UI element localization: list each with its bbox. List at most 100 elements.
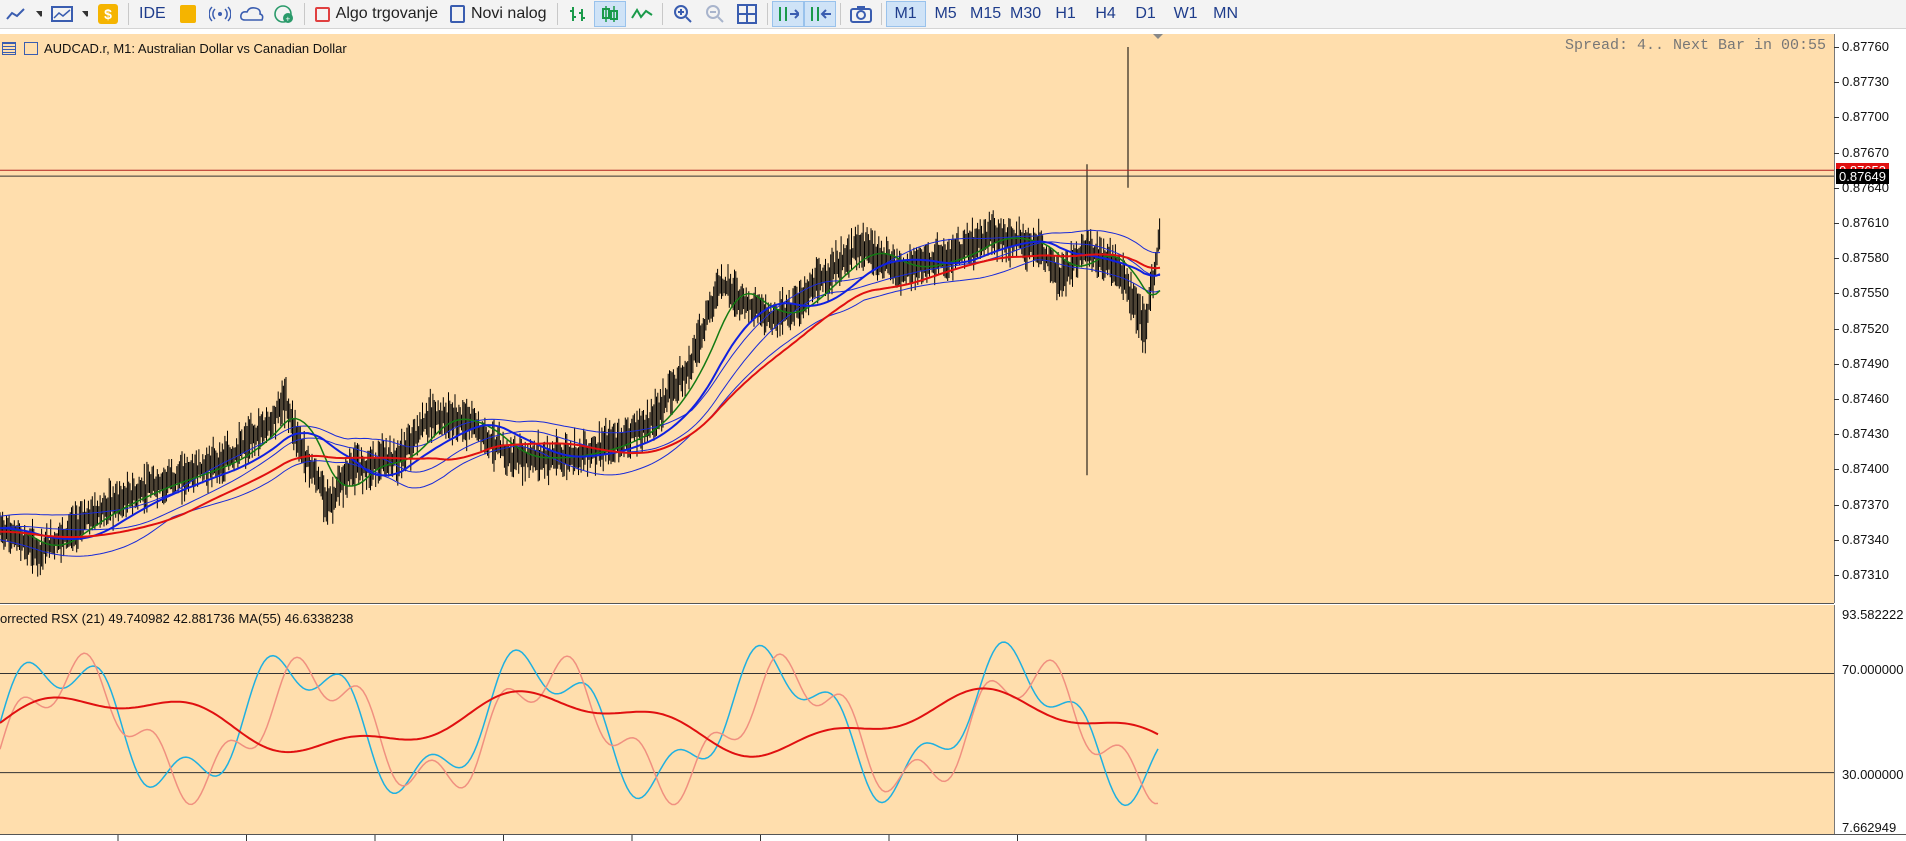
line-type-icon[interactable] bbox=[626, 1, 658, 27]
vps-icon[interactable]: + bbox=[268, 1, 300, 27]
toolbar-divider bbox=[303, 3, 305, 25]
rsx-ma-red-line bbox=[0, 687, 1159, 758]
price-label: 0.87430 bbox=[1842, 426, 1889, 442]
algo-trading-button[interactable]: Algo trgovanje bbox=[309, 1, 444, 27]
price-tick bbox=[1834, 469, 1839, 471]
toolbar-divider bbox=[556, 3, 558, 25]
price-tick bbox=[1834, 399, 1839, 400]
oscillator-level-label: 7.662949 bbox=[1842, 820, 1897, 835]
price-label: 0.87400 bbox=[1842, 461, 1889, 477]
rsx-cyan-line bbox=[0, 641, 1159, 807]
price-label: 0.87730 bbox=[1842, 74, 1889, 90]
price-label: 0.87610 bbox=[1842, 215, 1889, 230]
price-tick bbox=[1834, 363, 1839, 365]
timeframe-h1-button[interactable]: H1 bbox=[1055, 5, 1076, 22]
toolbar-divider bbox=[839, 3, 841, 25]
price-tick bbox=[1834, 504, 1839, 506]
chart-symbol-info: AUDCAD.r, M1: Australian Dollar vs Canad… bbox=[0, 40, 347, 56]
timeframe-m5-button[interactable]: M5 bbox=[934, 5, 957, 22]
bollinger-lower-band bbox=[0, 259, 1161, 557]
chart-props-icon[interactable] bbox=[24, 41, 38, 55]
rsx-salmon-line bbox=[0, 652, 1159, 806]
price-candles bbox=[0, 47, 1161, 577]
dollar-icon[interactable]: $ bbox=[92, 1, 124, 27]
price-label: 0.87520 bbox=[1842, 320, 1889, 336]
price-label: 0.87580 bbox=[1842, 250, 1889, 266]
price-tick bbox=[1834, 152, 1839, 154]
signal-icon[interactable] bbox=[204, 1, 236, 27]
dropdown-icon[interactable] bbox=[32, 1, 46, 27]
toolbar-divider bbox=[766, 3, 768, 25]
rsx-oscillator-panel[interactable] bbox=[0, 605, 1834, 834]
spread-timer-text: Spread: 4.. Next Bar in 00:55 bbox=[1564, 37, 1826, 54]
timeframe-m1-button[interactable]: M1 bbox=[885, 1, 926, 27]
price-label: 0.87460 bbox=[1842, 391, 1889, 406]
timeframe-mn-button[interactable]: MN bbox=[1213, 5, 1239, 22]
price-chart-canvas bbox=[0, 34, 1834, 577]
chart-list-icon[interactable] bbox=[2, 41, 16, 55]
ide-icon: IDE bbox=[139, 5, 166, 22]
price-tick bbox=[1834, 47, 1839, 48]
price-tick bbox=[1834, 223, 1839, 224]
price-tick bbox=[1834, 539, 1839, 541]
price-label: 0.87370 bbox=[1842, 496, 1889, 512]
price-label: 0.87310 bbox=[1842, 567, 1889, 582]
new-order-button[interactable]: Novi nalog bbox=[444, 1, 553, 27]
price-tick bbox=[1834, 434, 1839, 436]
bar-chart-icon[interactable] bbox=[562, 1, 594, 27]
timeframe-m15-button[interactable]: M15 bbox=[970, 5, 1002, 22]
price-tick bbox=[1834, 575, 1839, 576]
oscillator-level-label: 30.000000 bbox=[1842, 767, 1904, 782]
zoom-out-icon[interactable] bbox=[699, 1, 731, 27]
stop-icon bbox=[314, 6, 330, 22]
price-label: 0.87760 bbox=[1842, 39, 1889, 54]
chart-shift-icon[interactable] bbox=[803, 1, 836, 27]
oscillator-title: orrected RSX (21) 49.740982 42.881736 MA… bbox=[0, 611, 354, 626]
oscillator-level-label: 93.582222 bbox=[1842, 607, 1904, 622]
main-toolbar: $ IDE + Algo trgovanje Novi nalog M1 M5 M1… bbox=[0, 0, 1906, 29]
shopping-bag-icon[interactable] bbox=[172, 1, 204, 27]
new-order-label: Novi nalog bbox=[470, 5, 547, 22]
price-tick bbox=[1834, 293, 1839, 295]
cloud-icon[interactable] bbox=[236, 1, 268, 27]
price-tick bbox=[1834, 82, 1839, 84]
timeframe-w1-button[interactable]: W1 bbox=[1173, 5, 1198, 22]
ma-red-line bbox=[0, 253, 1161, 539]
svg-text:+: + bbox=[285, 15, 290, 24]
price-axis bbox=[1834, 34, 1906, 603]
timeframe-d1-button[interactable]: D1 bbox=[1135, 5, 1156, 22]
toolbar-divider bbox=[128, 3, 129, 25]
timeframe-m30-button[interactable]: M30 bbox=[1010, 5, 1042, 22]
rsx-oscillator-canvas bbox=[0, 641, 1834, 807]
price-label: 0.87670 bbox=[1842, 144, 1889, 160]
shift-marker-icon[interactable] bbox=[1153, 34, 1163, 39]
price-tick bbox=[1834, 187, 1839, 189]
candle-chart-icon[interactable] bbox=[593, 1, 626, 27]
oscillator-axis bbox=[1834, 605, 1906, 834]
toolbar-divider bbox=[880, 3, 882, 25]
ma-green-line bbox=[0, 237, 1161, 547]
dropdown-icon[interactable] bbox=[78, 1, 92, 27]
ide-button[interactable]: IDE bbox=[133, 1, 172, 27]
time-axis-ticks bbox=[117, 835, 1147, 841]
autoscroll-icon[interactable] bbox=[771, 1, 804, 27]
price-label: 0.87550 bbox=[1842, 285, 1889, 301]
price-label: 0.87340 bbox=[1842, 531, 1889, 547]
grid-icon[interactable] bbox=[731, 1, 763, 27]
price-chart[interactable] bbox=[0, 34, 1834, 604]
oscillator-level-label: 70.000000 bbox=[1842, 662, 1904, 677]
ma-blue-line bbox=[0, 240, 1161, 541]
line-chart-icon[interactable] bbox=[0, 1, 32, 27]
screenshot-icon[interactable] bbox=[845, 1, 877, 27]
symbol-description: AUDCAD.r, M1: Australian Dollar vs Canad… bbox=[44, 40, 347, 56]
zoom-in-icon[interactable] bbox=[667, 1, 699, 27]
timeframe-bar: M1 M5 M15 M30 H1 H4 D1 W1 MN bbox=[885, 1, 1246, 27]
bollinger-upper-band bbox=[0, 229, 1161, 517]
timeframe-h4-button[interactable]: H4 bbox=[1095, 5, 1116, 22]
new-order-icon bbox=[449, 5, 465, 23]
price-tick bbox=[1834, 328, 1839, 330]
toolbar-divider bbox=[661, 3, 663, 25]
price-label: 0.87700 bbox=[1842, 109, 1889, 125]
price-label: 0.87490 bbox=[1842, 355, 1889, 371]
chart-template-icon[interactable] bbox=[46, 1, 78, 27]
